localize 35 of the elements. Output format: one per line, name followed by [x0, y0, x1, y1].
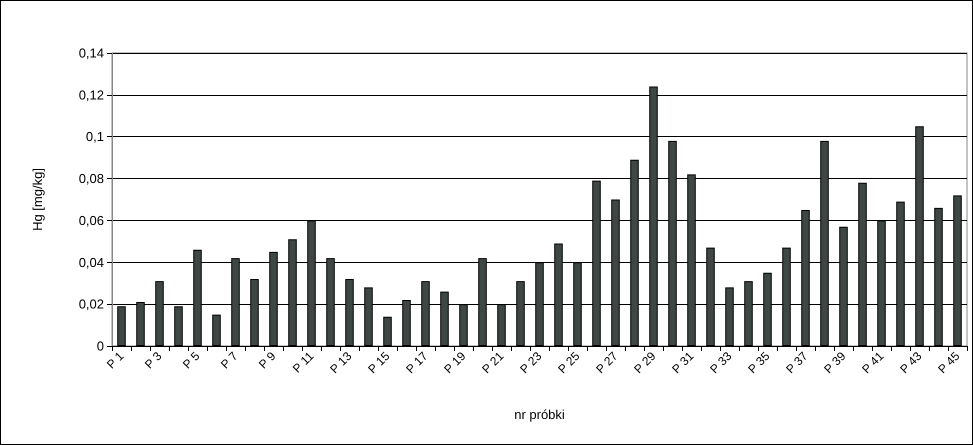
x-tick-label: P 5 [180, 348, 203, 372]
y-tick-label: 0,14 [78, 46, 104, 60]
bar [383, 316, 392, 346]
x-tick-label: P 27 [593, 348, 621, 376]
x-tick-label: P 29 [631, 348, 659, 376]
x-tick-label: P 37 [783, 348, 811, 376]
x-tick-label: P 17 [403, 348, 431, 376]
x-tick-label: P 13 [327, 348, 355, 376]
y-tick-label: 0,1 [86, 129, 104, 144]
x-tick-label: P 41 [859, 348, 887, 376]
y-tick-label: 0,04 [78, 254, 104, 270]
y-tick-label: 0 [96, 338, 104, 354]
y-tick-label: 0,12 [78, 87, 104, 102]
x-tick-label: P 21 [479, 348, 507, 376]
x-tick-label: P 15 [365, 348, 393, 376]
x-tick-label: P 19 [441, 348, 469, 376]
x-tick-label: P 25 [555, 348, 583, 376]
y-tick-label: 0,02 [78, 296, 104, 312]
x-axis-title: nr próbki [514, 407, 565, 422]
x-tick-label: P 43 [897, 348, 925, 376]
x-tick-label: P 45 [935, 348, 963, 376]
x-tick-label: P 39 [821, 348, 849, 376]
y-tick-label: 0,08 [78, 171, 104, 186]
x-tick-label: P 23 [517, 348, 545, 376]
x-tick-label: P 35 [745, 348, 773, 376]
x-tick-label: P 31 [669, 348, 697, 376]
y-tick-label: 0,06 [78, 212, 104, 228]
bar [212, 314, 221, 346]
x-tick-label: P 3 [142, 348, 165, 372]
x-tick-label: P 11 [290, 348, 317, 376]
y-axis-title: Hg [mg/kg] [30, 168, 45, 231]
x-tick-label: P 7 [218, 348, 241, 372]
x-tick-label: P 33 [707, 348, 735, 376]
x-tick-label: P 1 [104, 348, 127, 372]
x-tick-label: P 9 [256, 348, 279, 372]
